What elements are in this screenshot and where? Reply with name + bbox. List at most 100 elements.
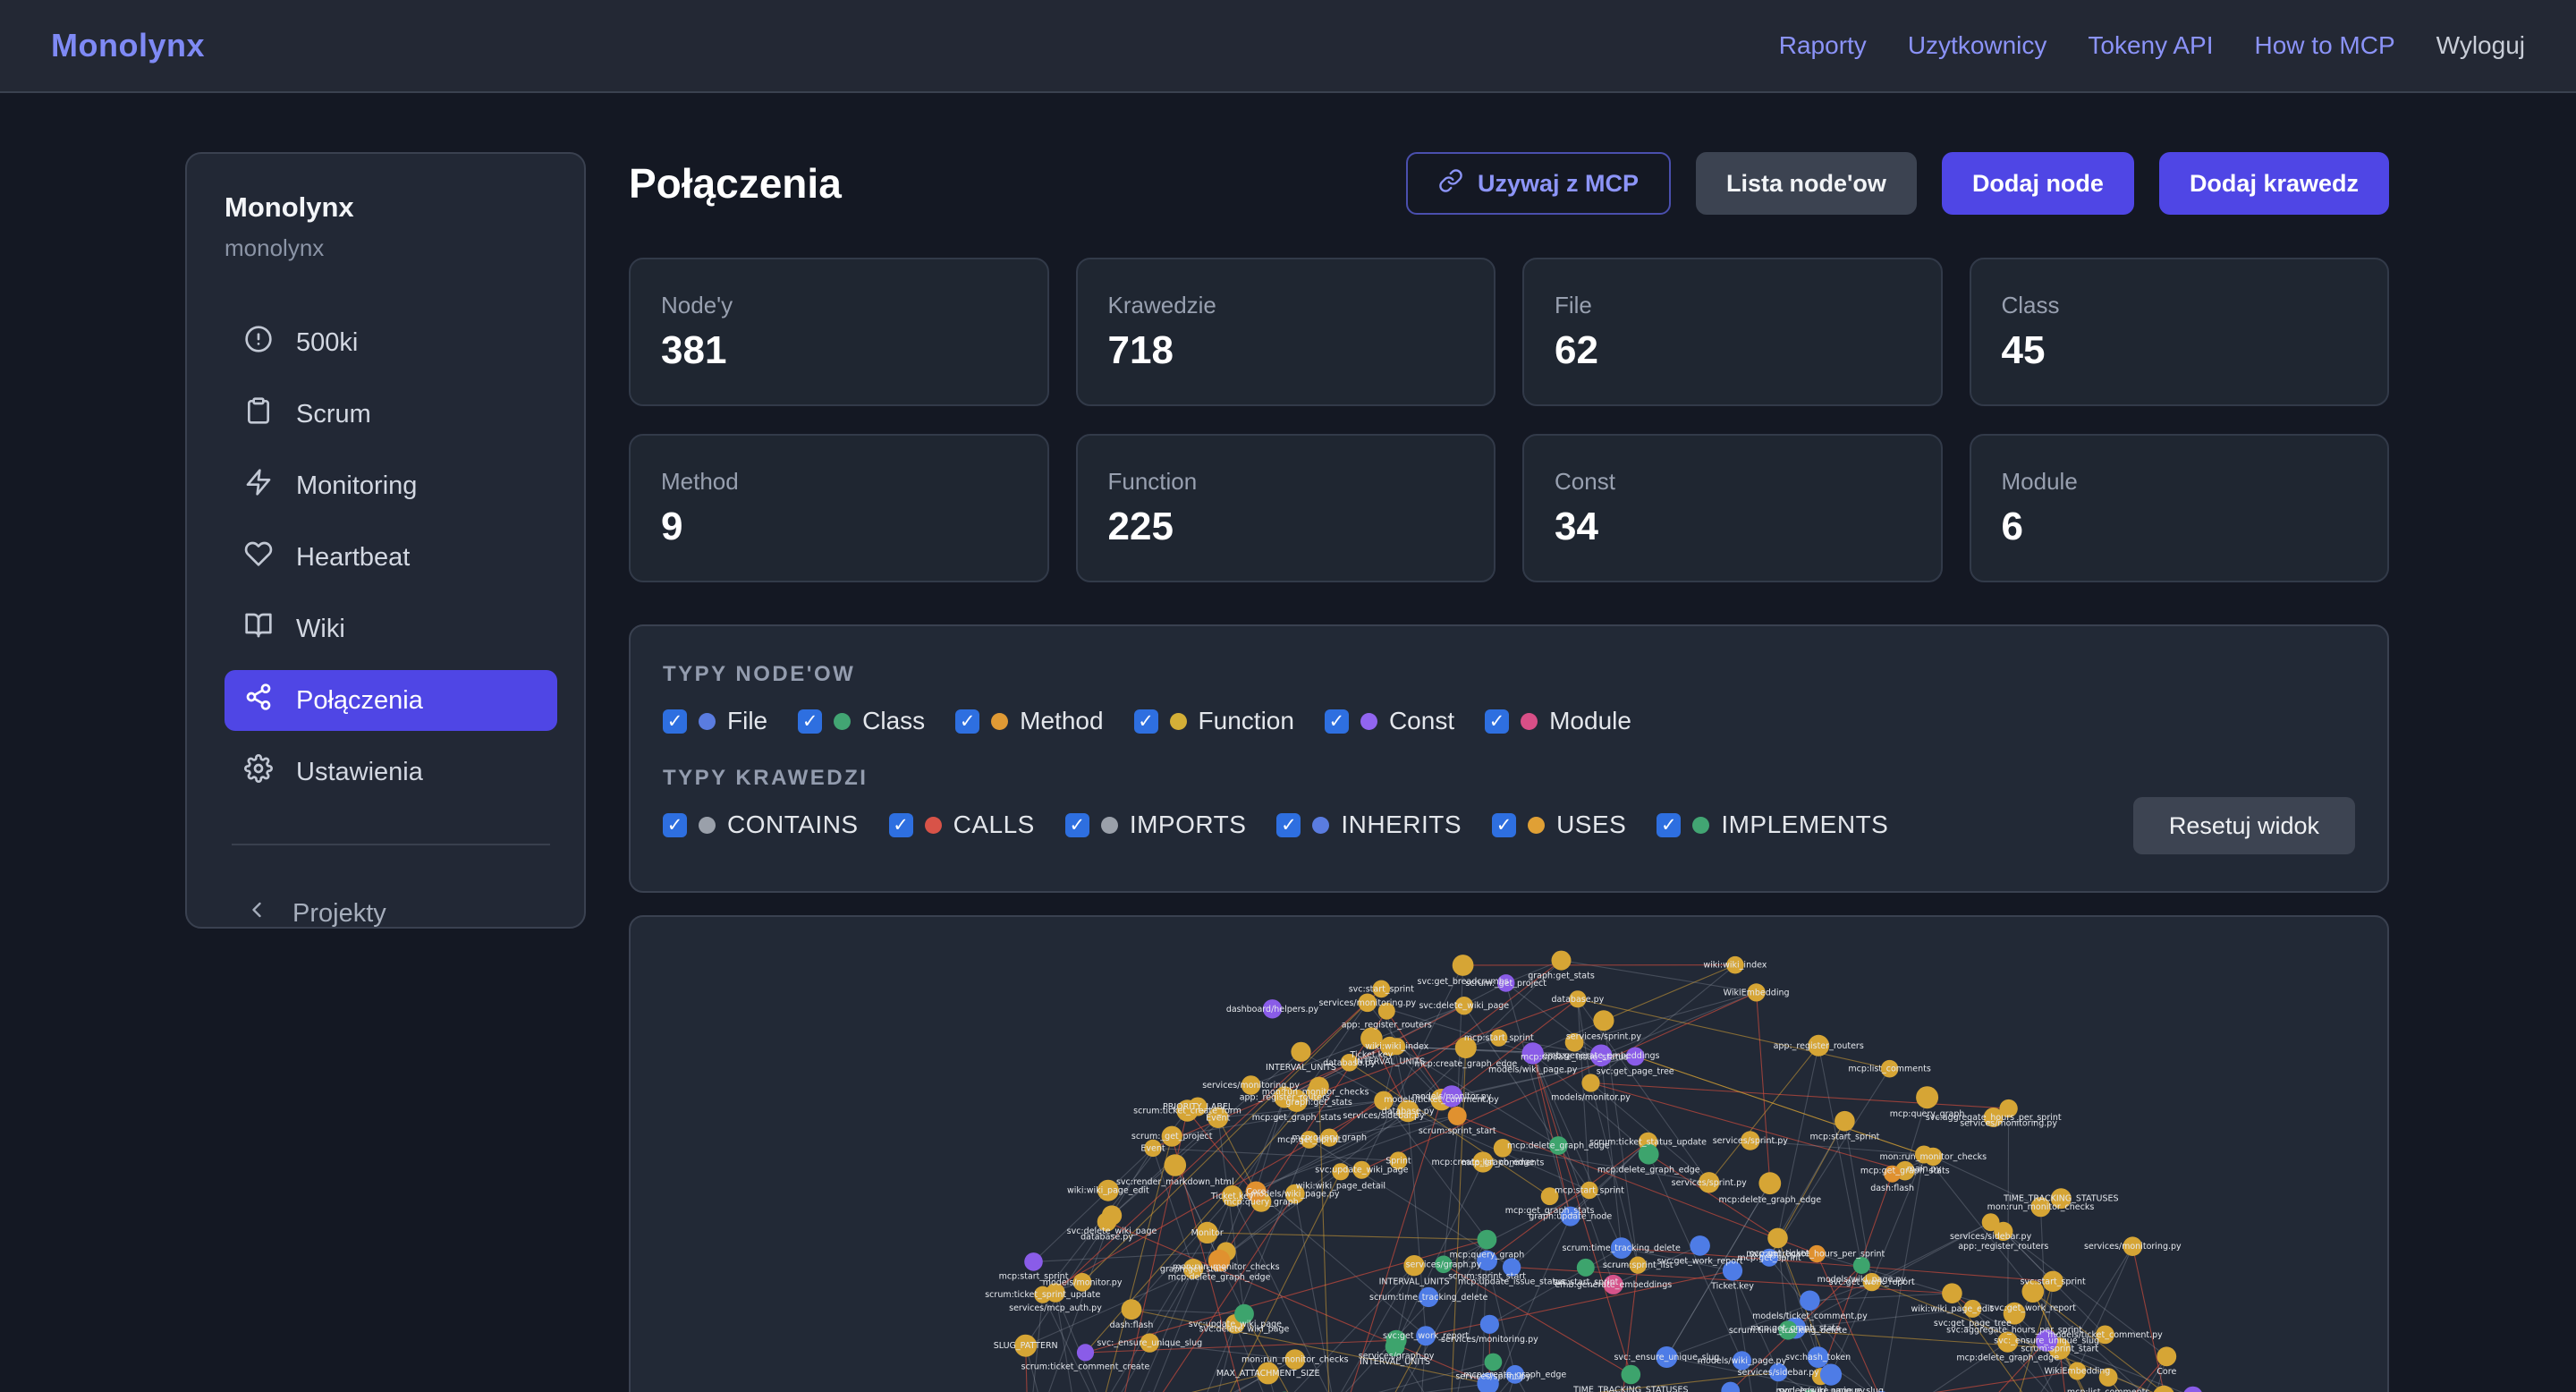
module-color-dot bbox=[1521, 712, 1538, 730]
checkbox-class-icon[interactable]: ✓ bbox=[798, 709, 823, 734]
filter-implements[interactable]: ✓ IMPLEMENTS bbox=[1657, 811, 1888, 839]
filter-file[interactable]: ✓ File bbox=[663, 707, 767, 735]
stats-grid: Node'y 381 Krawedzie 718 File 62 Class 4… bbox=[629, 258, 2389, 582]
filter-contains[interactable]: ✓ CONTAINS bbox=[663, 811, 859, 839]
sidebar-item-heartbeat[interactable]: Heartbeat bbox=[225, 527, 557, 588]
svg-text:svc:get_breadcrumbs: svc:get_breadcrumbs bbox=[1418, 977, 1509, 987]
svg-text:dash:flash: dash:flash bbox=[1870, 1184, 1914, 1193]
graph-canvas-panel[interactable]: Monitor database.py mon:run_monitor_checks… bbox=[629, 915, 2389, 1392]
checkbox-calls-icon[interactable]: ✓ bbox=[888, 812, 913, 837]
nav-link-uzytkownicy[interactable]: Uzytkownicy bbox=[1907, 31, 2047, 59]
sidebar-item-label: Wiki bbox=[296, 614, 345, 643]
svg-text:mcp:delete_graph_edge: mcp:delete_graph_edge bbox=[1507, 1142, 1610, 1151]
filter-imports[interactable]: ✓ IMPORTS bbox=[1064, 811, 1247, 839]
sidebar-item-label: Połączenia bbox=[296, 685, 423, 715]
stat-label: Krawedzie bbox=[1107, 291, 1216, 318]
svg-text:svc:get_page_tree: svc:get_page_tree bbox=[1934, 1319, 2012, 1328]
svg-text:wiki:wiki_index: wiki:wiki_index bbox=[1365, 1042, 1428, 1052]
stat-card-module: Module 6 bbox=[1969, 434, 2389, 582]
filter-calls[interactable]: ✓ CALLS bbox=[888, 811, 1035, 839]
svg-text:INTERVAL_UNITS: INTERVAL_UNITS bbox=[1360, 1357, 1430, 1367]
checkbox-uses-icon[interactable]: ✓ bbox=[1492, 812, 1517, 837]
checkbox-implements-icon[interactable]: ✓ bbox=[1657, 812, 1682, 837]
sidebar-item-scrum[interactable]: Scrum bbox=[225, 384, 557, 445]
svg-text:Monitor: Monitor bbox=[1191, 1228, 1224, 1238]
checkbox-imports-icon[interactable]: ✓ bbox=[1064, 812, 1089, 837]
list-nodes-button[interactable]: Lista node'ow bbox=[1696, 152, 1917, 215]
uses-color-dot bbox=[1528, 816, 1546, 834]
svg-text:Ticket.key: Ticket.key bbox=[1710, 1282, 1754, 1292]
nav-link-tokeny-api[interactable]: Tokeny API bbox=[2088, 31, 2214, 59]
svg-text:svc:render_markdown_html: svc:render_markdown_html bbox=[1116, 1177, 1234, 1187]
svg-text:Sprint: Sprint bbox=[1385, 1156, 1411, 1166]
checkbox-contains-icon[interactable]: ✓ bbox=[663, 812, 687, 837]
reset-view-button[interactable]: Resetuj widok bbox=[2132, 797, 2355, 854]
sidebar-item-polaczenia[interactable]: Połączenia bbox=[225, 670, 557, 731]
filter-function[interactable]: ✓ Function bbox=[1133, 707, 1294, 735]
filter-label: IMPORTS bbox=[1129, 811, 1247, 838]
svg-text:scrum:sprint_start: scrum:sprint_start bbox=[1419, 1126, 1496, 1136]
network-graph[interactable]: Monitor database.py mon:run_monitor_checks… bbox=[631, 917, 2387, 1392]
filter-method[interactable]: ✓ Method bbox=[955, 707, 1104, 735]
checkbox-const-icon[interactable]: ✓ bbox=[1324, 709, 1349, 734]
svg-text:WikiEmbedding: WikiEmbedding bbox=[2044, 1367, 2110, 1377]
svg-text:scrum:time_tracking_delete: scrum:time_tracking_delete bbox=[1369, 1293, 1487, 1303]
chevron-left-icon bbox=[244, 897, 269, 929]
svg-text:svc:aggregate_hours_per_sprint: svc:aggregate_hours_per_sprint bbox=[1946, 1326, 2082, 1336]
checkbox-module-icon[interactable]: ✓ bbox=[1485, 709, 1510, 734]
sidebar-item-ustawienia[interactable]: Ustawienia bbox=[225, 742, 557, 802]
svg-text:mcp:get_sprint: mcp:get_sprint bbox=[1737, 1253, 1801, 1263]
checkbox-inherits-icon[interactable]: ✓ bbox=[1276, 812, 1301, 837]
svg-text:wiki:wiki_page_edit: wiki:wiki_page_edit bbox=[1911, 1304, 1994, 1314]
svg-text:mcp:query_graph: mcp:query_graph bbox=[1224, 1197, 1299, 1207]
svg-text:database.py: database.py bbox=[1382, 1107, 1435, 1116]
svg-text:mcp:start_sprint: mcp:start_sprint bbox=[1464, 1033, 1534, 1043]
stat-card-class: Class 45 bbox=[1969, 258, 2389, 406]
stat-value: 34 bbox=[1555, 504, 1598, 548]
add-edge-button[interactable]: Dodaj krawedz bbox=[2158, 152, 2389, 215]
use-with-mcp-button[interactable]: Uzywaj z MCP bbox=[1405, 152, 1671, 215]
svg-text:mcp:update_issue_status: mcp:update_issue_status bbox=[1458, 1277, 1565, 1287]
filter-uses[interactable]: ✓ USES bbox=[1492, 811, 1626, 839]
nav-link-logout[interactable]: Wyloguj bbox=[2436, 31, 2525, 59]
sidebar-item-wiki[interactable]: Wiki bbox=[225, 598, 557, 659]
add-node-button[interactable]: Dodaj node bbox=[1941, 152, 2134, 215]
link-icon bbox=[1438, 168, 1463, 199]
stat-label: Function bbox=[1107, 467, 1198, 495]
edge-types-heading: TYPY KRAWEDZI bbox=[663, 766, 869, 790]
svg-text:MAX_ATTACHMENT_SIZE: MAX_ATTACHMENT_SIZE bbox=[1216, 1369, 1320, 1379]
svg-text:models/ticket_comment.py: models/ticket_comment.py bbox=[1752, 1311, 1868, 1321]
filter-const[interactable]: ✓ Const bbox=[1324, 707, 1454, 735]
inherits-color-dot bbox=[1312, 816, 1330, 834]
sidebar-item-label: Heartbeat bbox=[296, 542, 411, 572]
stat-value: 381 bbox=[661, 327, 727, 372]
checkbox-method-icon[interactable]: ✓ bbox=[955, 709, 980, 734]
const-color-dot bbox=[1360, 712, 1377, 730]
checkbox-file-icon[interactable]: ✓ bbox=[663, 709, 687, 734]
app-logo: Monolynx bbox=[51, 27, 205, 64]
filter-label: Class bbox=[862, 707, 926, 734]
svg-text:TIME_TRACKING_STATUSES: TIME_TRACKING_STATUSES bbox=[2003, 1194, 2118, 1204]
svg-text:services/sidebar.py: services/sidebar.py bbox=[1738, 1368, 1820, 1378]
stat-label: Const bbox=[1555, 467, 1615, 495]
nav-link-raporty[interactable]: Raporty bbox=[1778, 31, 1867, 59]
stat-label: File bbox=[1555, 291, 1592, 318]
sidebar-back-projects[interactable]: Projekty bbox=[225, 897, 557, 929]
sidebar-item-label: Monitoring bbox=[296, 471, 418, 500]
nav-link-how-to-mcp[interactable]: How to MCP bbox=[2254, 31, 2395, 59]
calls-color-dot bbox=[924, 816, 942, 834]
svg-text:mcp:list_comments: mcp:list_comments bbox=[1848, 1065, 1931, 1074]
sidebar-item-label: Ustawienia bbox=[296, 757, 423, 786]
svg-text:Core: Core bbox=[2157, 1367, 2176, 1377]
filter-inherits[interactable]: ✓ INHERITS bbox=[1276, 811, 1462, 839]
svg-text:Event: Event bbox=[1140, 1143, 1165, 1153]
sidebar-item-500ki[interactable]: 500ki bbox=[225, 312, 557, 373]
sidebar-item-monitoring[interactable]: Monitoring bbox=[225, 455, 557, 516]
svg-text:models/wiki_page.py: models/wiki_page.py bbox=[1818, 1275, 1907, 1285]
filter-class[interactable]: ✓ Class bbox=[798, 707, 925, 735]
checkbox-function-icon[interactable]: ✓ bbox=[1133, 709, 1158, 734]
svg-text:svc:start_sprint: svc:start_sprint bbox=[1349, 984, 1414, 994]
svg-text:mcp:start_sprint: mcp:start_sprint bbox=[1809, 1132, 1879, 1142]
svg-text:PRIORITY_LABEL: PRIORITY_LABEL bbox=[1163, 1102, 1233, 1112]
filter-module[interactable]: ✓ Module bbox=[1485, 707, 1631, 735]
